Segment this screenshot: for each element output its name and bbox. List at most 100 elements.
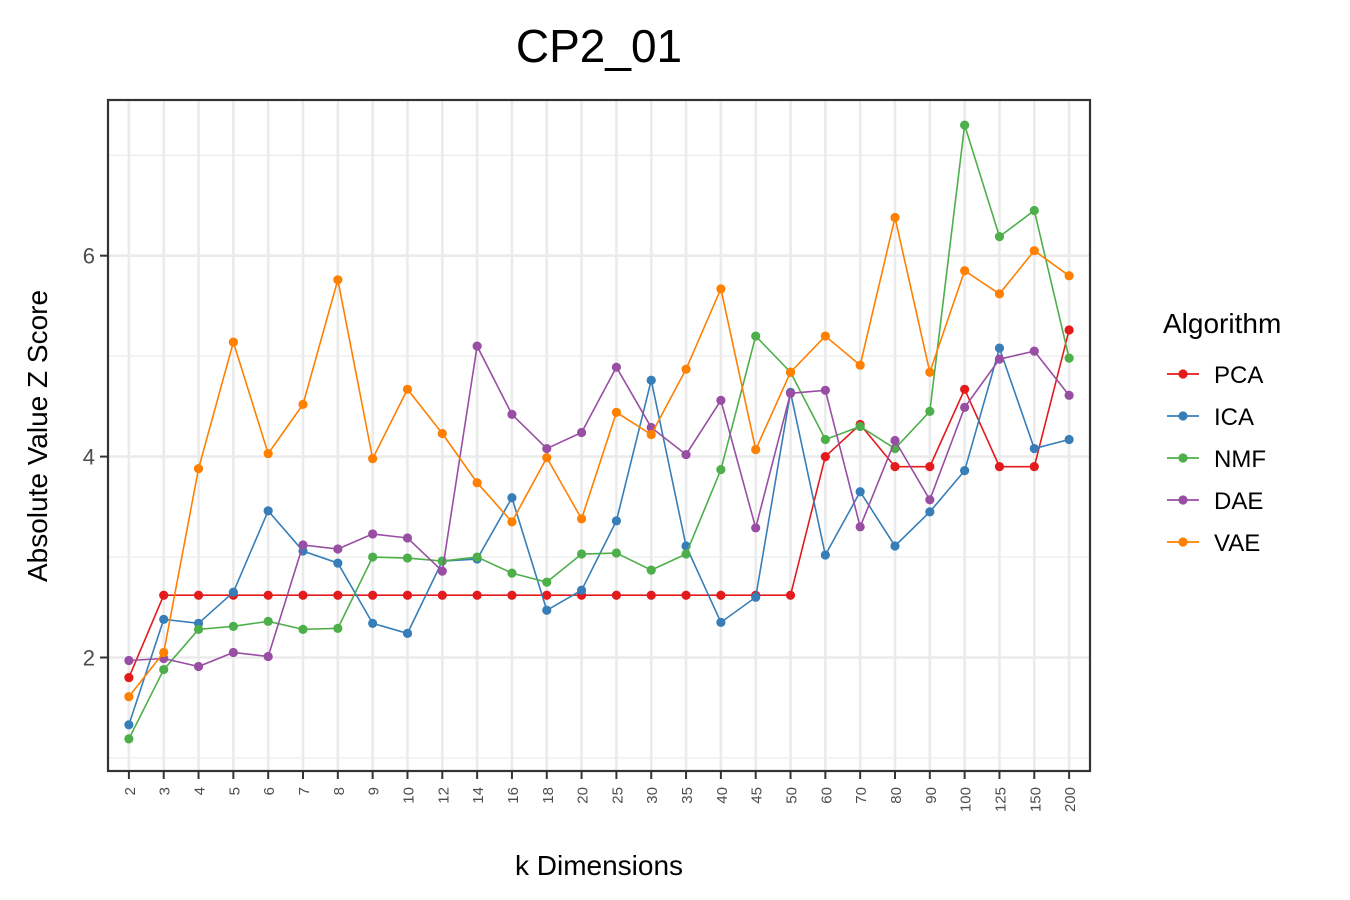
- x-tick-label: 45: [749, 787, 766, 804]
- data-point-ica: [890, 541, 900, 551]
- legend-title: Algorithm: [1163, 308, 1281, 339]
- data-point-ica: [994, 343, 1005, 353]
- data-point-nmf: [925, 406, 935, 416]
- data-point-pca: [925, 462, 935, 472]
- legend-key-point: [1178, 495, 1188, 505]
- data-point-vae: [925, 367, 935, 377]
- data-point-ica: [542, 605, 552, 615]
- data-point-vae: [1029, 246, 1039, 256]
- data-point-nmf: [298, 624, 308, 634]
- data-point-dae: [785, 388, 796, 398]
- data-point-nmf: [716, 465, 726, 475]
- data-point-nmf: [576, 549, 587, 559]
- x-tick-label: 7: [296, 787, 313, 795]
- x-tick-label: 18: [540, 787, 557, 804]
- data-point-nmf: [472, 552, 482, 562]
- data-point-ica: [646, 375, 656, 385]
- data-point-dae: [751, 523, 761, 533]
- plot-background: [108, 100, 1090, 771]
- data-point-vae: [890, 212, 900, 223]
- x-tick-label: 35: [679, 787, 696, 804]
- data-point-nmf: [646, 565, 656, 575]
- x-tick-label: 60: [818, 787, 835, 804]
- data-point-vae: [333, 275, 343, 285]
- y-tick-label: 2: [83, 645, 95, 670]
- x-tick-label: 4: [192, 787, 209, 795]
- data-point-pca: [1064, 325, 1074, 335]
- x-tick-label: 8: [331, 787, 348, 795]
- series-line-ica: [128, 345, 1070, 726]
- x-tick-label: 50: [784, 787, 801, 804]
- series-layer: [124, 120, 1074, 744]
- legend-key-point: [1178, 411, 1188, 421]
- legend-label: NMF: [1214, 446, 1266, 473]
- data-point-dae: [576, 427, 587, 438]
- x-tick-label: 40: [714, 787, 731, 804]
- series-pca: [124, 325, 1074, 683]
- legend-key-point: [1178, 453, 1188, 463]
- data-point-vae: [960, 266, 970, 276]
- data-point-vae: [820, 331, 830, 341]
- data-point-dae: [298, 540, 308, 550]
- x-axis-title: k Dimensions: [515, 850, 683, 881]
- data-point-dae: [1029, 346, 1039, 356]
- data-point-nmf: [1029, 205, 1039, 216]
- legend-label: PCA: [1214, 362, 1263, 389]
- data-point-dae: [228, 647, 238, 658]
- data-point-dae: [437, 566, 447, 576]
- data-point-nmf: [681, 549, 691, 559]
- data-point-nmf: [193, 624, 204, 634]
- y-axis-title: Absolute Value Z Score: [22, 290, 53, 582]
- data-point-dae: [820, 385, 830, 395]
- data-point-pca: [960, 384, 970, 394]
- data-point-vae: [855, 360, 865, 370]
- legend-key-point: [1178, 537, 1188, 547]
- data-point-nmf: [437, 556, 447, 566]
- x-tick-label: 16: [505, 787, 522, 804]
- legend-item-nmf: NMF: [1167, 446, 1266, 473]
- major-gridlines: [108, 100, 1090, 771]
- data-point-dae: [472, 341, 482, 351]
- data-point-nmf: [507, 568, 517, 578]
- data-point-dae: [507, 409, 517, 420]
- series-vae: [124, 212, 1074, 702]
- data-point-ica: [611, 516, 622, 526]
- data-point-dae: [368, 529, 378, 539]
- data-point-vae: [437, 428, 447, 439]
- plot-border: [106, 98, 1092, 773]
- data-point-nmf: [1064, 353, 1074, 363]
- data-point-nmf: [994, 232, 1005, 242]
- data-point-vae: [542, 452, 552, 463]
- data-point-pca: [716, 590, 726, 600]
- data-point-dae: [402, 533, 413, 543]
- data-point-dae: [263, 651, 273, 662]
- x-tick-label: 30: [644, 787, 661, 804]
- data-point-vae: [402, 384, 413, 394]
- data-point-vae: [159, 647, 169, 658]
- data-point-nmf: [820, 434, 830, 445]
- data-point-ica: [751, 592, 761, 602]
- data-point-ica: [960, 466, 970, 476]
- x-tick-label: 25: [609, 787, 626, 804]
- series-line-pca: [128, 329, 1070, 678]
- x-tick-label: 90: [923, 787, 940, 804]
- series-line-dae: [128, 343, 1070, 668]
- data-point-ica: [507, 493, 517, 503]
- data-point-dae: [681, 449, 691, 460]
- data-point-ica: [228, 587, 238, 597]
- data-point-vae: [124, 692, 134, 702]
- data-point-nmf: [333, 623, 343, 633]
- data-point-pca: [890, 462, 900, 472]
- data-point-nmf: [611, 548, 622, 558]
- data-point-vae: [576, 514, 587, 524]
- data-point-ica: [368, 618, 378, 628]
- data-point-ica: [716, 617, 726, 627]
- data-point-vae: [193, 464, 204, 474]
- data-point-vae: [716, 284, 726, 294]
- data-point-pca: [646, 590, 656, 600]
- data-point-pca: [368, 590, 378, 600]
- data-point-dae: [855, 522, 865, 532]
- data-point-pca: [124, 672, 134, 683]
- data-point-ica: [1029, 443, 1039, 454]
- x-tick-label: 150: [1027, 787, 1044, 812]
